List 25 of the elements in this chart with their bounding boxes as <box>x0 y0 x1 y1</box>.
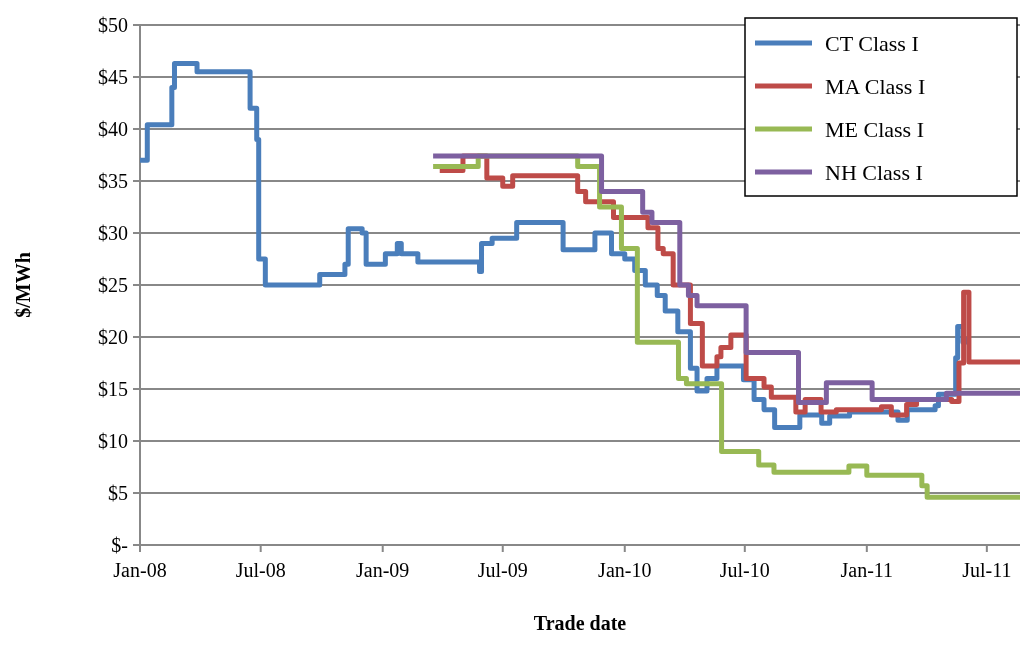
x-axis-title: Trade date <box>533 612 627 634</box>
legend-label: ME Class I <box>825 116 924 142</box>
x-tick-label: Jul-11 <box>962 559 1012 581</box>
y-tick-label: $30 <box>98 222 128 244</box>
legend-label: NH Class I <box>825 159 923 185</box>
x-tick-label: Jan-08 <box>113 559 167 581</box>
legend-label: CT Class I <box>825 30 919 56</box>
y-tick-label: $25 <box>98 274 128 296</box>
x-tick-label: Jan-11 <box>840 559 894 581</box>
y-tick-label: $45 <box>98 66 128 88</box>
x-tick-label: Jan-10 <box>598 559 652 581</box>
legend-label: MA Class I <box>825 73 926 99</box>
y-tick-label: $35 <box>98 170 128 192</box>
x-tick-label: Jan-09 <box>356 559 410 581</box>
x-tick-label: Jul-08 <box>235 559 286 581</box>
y-tick-label: $20 <box>98 326 128 348</box>
x-tick-label: Jul-10 <box>719 559 770 581</box>
y-axis-title: $/MWh <box>12 252 34 318</box>
y-tick-label: $40 <box>98 118 128 140</box>
y-tick-label: $50 <box>98 14 128 36</box>
y-tick-label: $5 <box>108 482 128 504</box>
y-tick-label: $10 <box>98 430 128 452</box>
y-tick-label: $- <box>111 534 128 556</box>
y-tick-label: $15 <box>98 378 128 400</box>
x-tick-label: Jul-09 <box>477 559 528 581</box>
